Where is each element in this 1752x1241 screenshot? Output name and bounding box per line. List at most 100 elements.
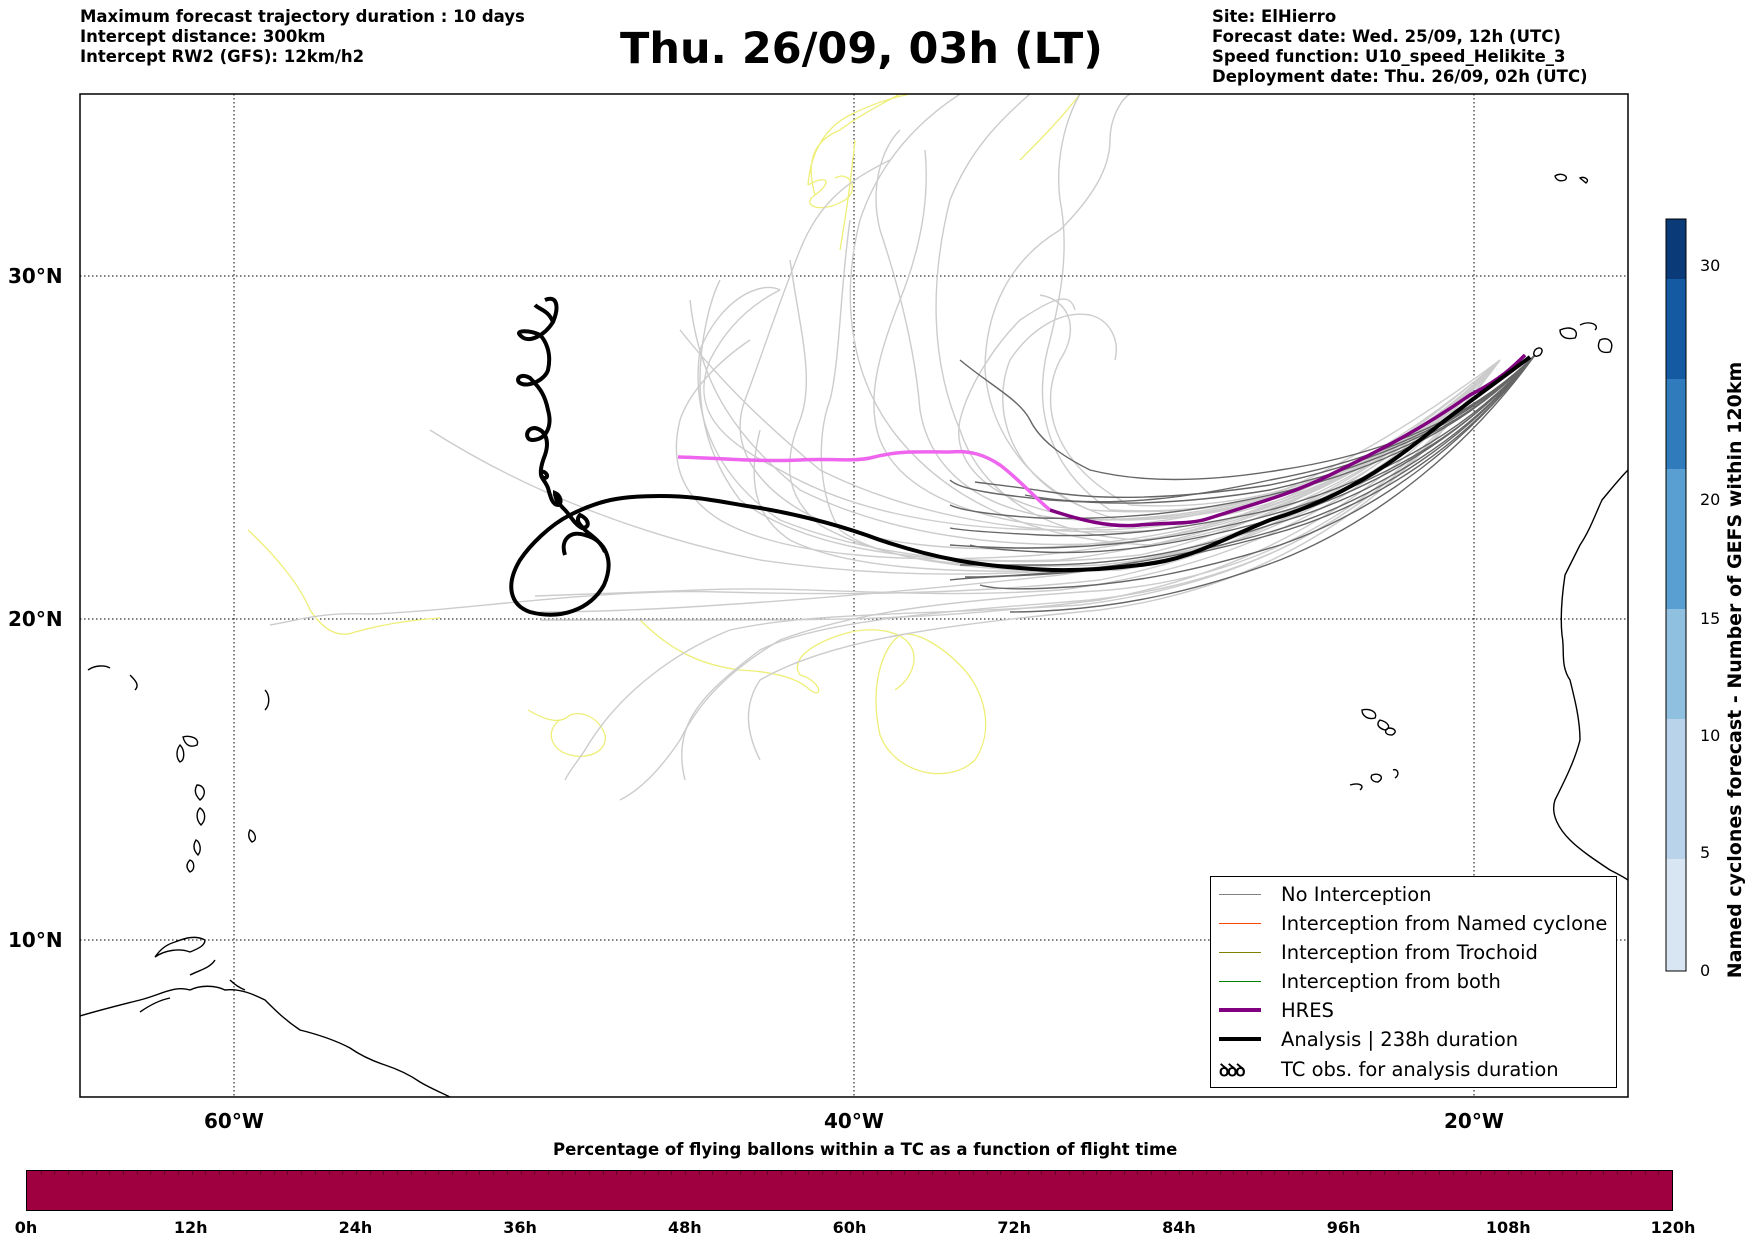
timebar-tick [520, 1171, 522, 1175]
timebar-tick [1000, 1171, 1002, 1175]
header-line-site: Site: ElHierro [1212, 7, 1337, 26]
legend-label-hres: HRES [1281, 998, 1334, 1022]
header-line-duration: Maximum forecast trajectory duration : 1… [80, 7, 525, 26]
timebar-tick [383, 1171, 385, 1175]
timebar-tick [493, 1171, 495, 1175]
cyclone-track-north [807, 94, 1081, 251]
timebar-tick [1123, 1171, 1125, 1175]
colorbar-tick-15: 15 [1700, 609, 1721, 628]
timebar-tick [767, 1171, 769, 1175]
legend-swatch-named-cyclone [1219, 922, 1261, 924]
timebar-tick [328, 1171, 330, 1175]
timebar-tick [712, 1171, 714, 1175]
timebar-tick [972, 1171, 974, 1175]
timebar-tick [506, 1171, 508, 1175]
timebar-label-108h: 108h [1485, 1218, 1531, 1237]
header-line-forecast-date: Forecast date: Wed. 25/09, 12h (UTC) [1212, 27, 1561, 46]
loops-icon: ꝺꝺꝺ [1219, 1060, 1246, 1081]
tc-obs-loops [516, 296, 607, 553]
timebar-label-24h: 24h [338, 1218, 373, 1237]
timebar-tick [465, 1171, 467, 1175]
colorbar-tick-20: 20 [1700, 490, 1721, 509]
timebar-tick [808, 1171, 810, 1175]
timebar-label-72h: 72h [997, 1218, 1032, 1237]
timebar-tick [1493, 1171, 1495, 1175]
timebar-tick [1534, 1171, 1536, 1175]
timebar-tick [314, 1171, 316, 1175]
coastline-madeira [1554, 173, 1589, 184]
timebar-tick [246, 1171, 248, 1175]
legend-swatch-trochoid [1219, 951, 1261, 953]
timebar-tick [739, 1171, 741, 1175]
timebar-tick [205, 1171, 207, 1175]
timebar-title: Percentage of flying ballons within a TC… [553, 1140, 1178, 1159]
legend-item-hres: HRES [1219, 998, 1334, 1022]
timebar-label-0h: 0h [14, 1218, 38, 1237]
legend-item-named-cyclone: Interception from Named cyclone [1219, 911, 1608, 935]
timebar-tick [1480, 1171, 1482, 1175]
timebar-tick [945, 1171, 947, 1175]
colorbar [1665, 218, 1687, 972]
coastline-venezuela-islands [139, 959, 246, 1013]
timebar-tick [890, 1171, 892, 1175]
timebar-tick [40, 1171, 42, 1175]
lat-label-20n: 20°N [8, 607, 63, 631]
timebar-tick [177, 1171, 179, 1175]
timebar-tick [260, 1171, 262, 1175]
timebar-tick [136, 1171, 138, 1175]
timebar-tick [164, 1171, 166, 1175]
timebar-tick [1055, 1171, 1057, 1175]
timebar-label-36h: 36h [503, 1218, 537, 1237]
coastline-canary-islands [1533, 322, 1613, 357]
timebar-tick [1137, 1171, 1139, 1175]
timebar-tick [1507, 1171, 1509, 1175]
hres-track-extension [677, 449, 1052, 512]
timebar-tick [1452, 1171, 1454, 1175]
timebar-tick [438, 1171, 440, 1175]
lat-label-30n: 30°N [8, 264, 63, 288]
cyclone-track-central [639, 619, 915, 694]
timebar-tick [1205, 1171, 1207, 1175]
timebar-tick [1041, 1171, 1043, 1175]
legend-swatch-analysis [1219, 1037, 1261, 1041]
timebar-tick [1425, 1171, 1427, 1175]
timebar-tick [863, 1171, 865, 1175]
timebar-tick [1466, 1171, 1468, 1175]
timebar-tick [1219, 1171, 1221, 1175]
colorbar-tick-5: 5 [1700, 843, 1711, 862]
timebar-tick [561, 1171, 563, 1175]
colorbar-tick-10: 10 [1700, 726, 1721, 745]
timebar-tick [643, 1171, 645, 1175]
timebar-tick [1562, 1171, 1564, 1175]
timebar-tick [1151, 1171, 1153, 1175]
lon-label-20w: 20°W [1444, 1109, 1504, 1133]
timebar-tick [1603, 1171, 1605, 1175]
timebar-tick [1658, 1171, 1660, 1175]
timebar-tick [218, 1171, 220, 1175]
timebar-label-96h: 96h [1326, 1218, 1361, 1237]
colorbar-tick-0: 0 [1700, 961, 1711, 980]
legend-swatch-no-interception [1219, 893, 1261, 895]
legend-swatch-both [1219, 980, 1261, 982]
legend-item-no-interception: No Interception [1219, 883, 1432, 906]
timebar-tick [849, 1171, 851, 1175]
header-right: Site: ElHierro Forecast date: Wed. 25/09… [1212, 7, 1588, 87]
timebar-tick [424, 1171, 426, 1175]
lon-label-60w: 60°W [204, 1109, 264, 1133]
timebar-tick [1096, 1171, 1098, 1175]
timebar-tick [1343, 1171, 1344, 1175]
header-left: Maximum forecast trajectory duration : 1… [80, 7, 525, 67]
timebar-tick [287, 1171, 289, 1175]
coastline-south-america [80, 985, 451, 1097]
legend-item-tc-obs: ꝺꝺꝺ TC obs. for analysis duration [1219, 1057, 1559, 1081]
coastlines [80, 173, 1628, 1097]
legend-label-named-cyclone: Interception from Named cyclone [1281, 911, 1608, 935]
legend-label-tc-obs: TC obs. for analysis duration [1281, 1057, 1559, 1081]
legend-item-both: Interception from both [1219, 970, 1501, 993]
timebar-tick [95, 1171, 97, 1175]
coastline-lesser-antilles [87, 665, 270, 873]
coastline-trinidad [154, 936, 206, 958]
timebar-tick [835, 1171, 837, 1175]
timebar-tick [1247, 1171, 1249, 1175]
timebar-tick [1384, 1171, 1386, 1175]
